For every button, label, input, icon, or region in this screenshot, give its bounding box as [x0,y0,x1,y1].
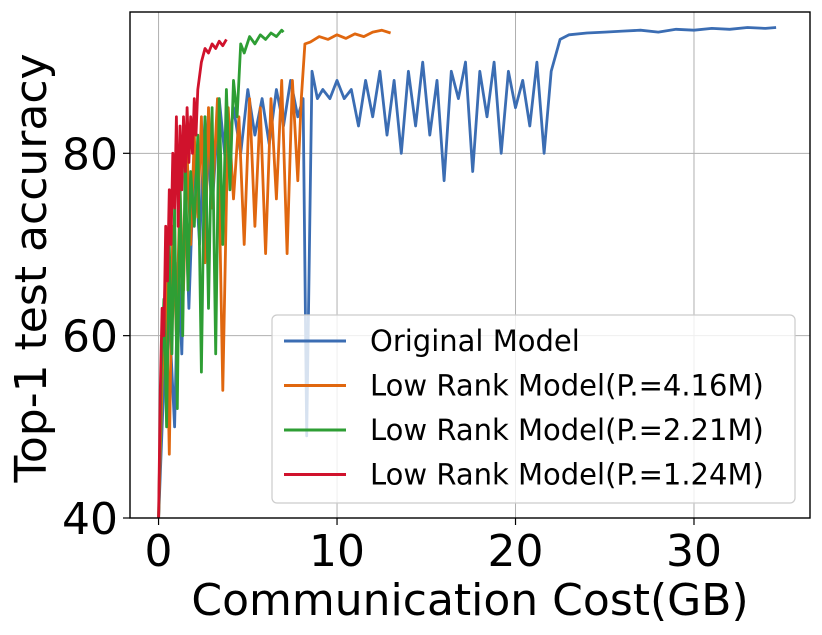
y-tick-label: 40 [62,494,118,545]
y-tick-label: 80 [62,129,118,180]
legend: Original Model Low Rank Model(P.=4.16M) Lo… [271,314,796,504]
series-line-3 [157,38,228,519]
legend-label-0: Original Model [370,324,580,358]
legend-label-1: Low Rank Model(P.=4.16M) [370,369,764,403]
x-tick-label: 30 [666,526,722,577]
x-tick-label: 20 [488,526,544,577]
plot-frame [129,11,811,519]
legend-label-2: Low Rank Model(P.=2.21M) [370,413,764,447]
series-layer [157,26,777,519]
legend-frame [271,314,796,504]
series-line-2 [157,28,285,519]
y-axis-label: Top-1 test accuracy [6,53,57,483]
x-tick-label: 0 [145,526,173,577]
x-tick-label: 10 [309,526,365,577]
legend-label-3: Low Rank Model(P.=1.24M) [370,458,764,492]
x-axis-label: Communication Cost(GB) [191,575,748,626]
ticks: 0 10 20 30 40 60 80 [62,129,722,577]
y-tick-label: 60 [62,312,118,363]
series-line-0 [157,26,777,519]
